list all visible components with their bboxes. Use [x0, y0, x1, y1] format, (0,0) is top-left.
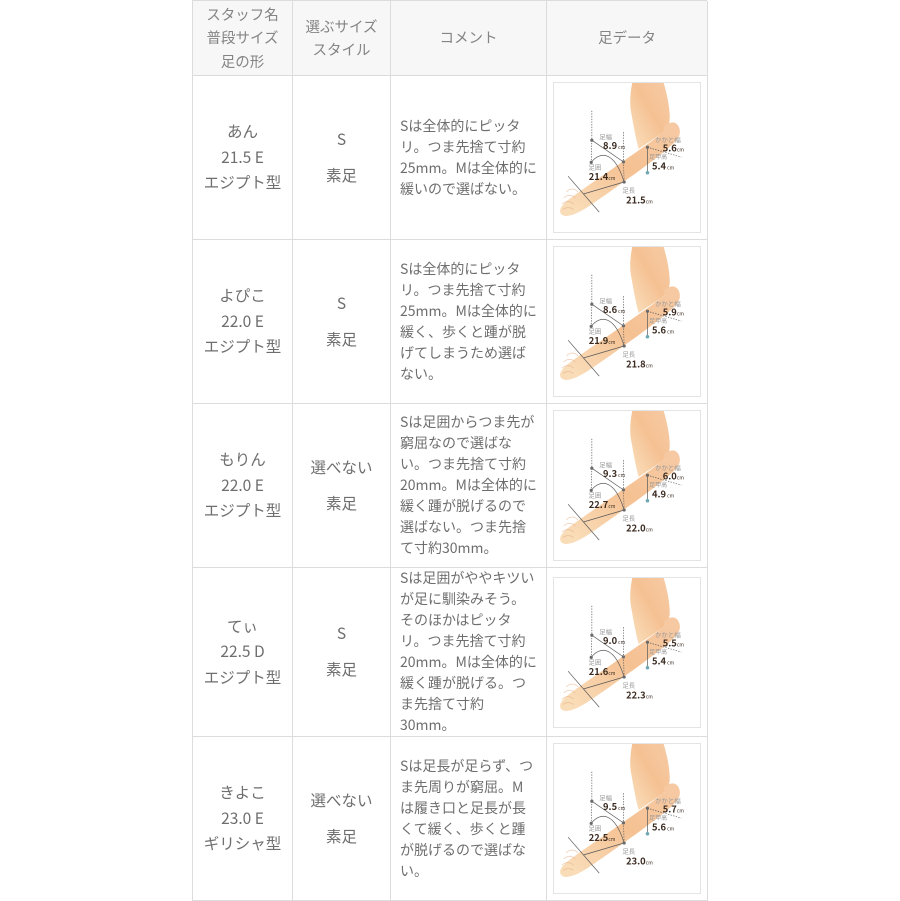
svg-text:22.5: 22.5	[589, 830, 609, 844]
svg-text:23.0: 23.0	[626, 853, 646, 867]
svg-text:5.4: 5.4	[652, 653, 667, 667]
svg-text:cm: cm	[646, 198, 653, 205]
svg-text:cm: cm	[667, 826, 674, 833]
svg-text:21.6: 21.6	[589, 664, 609, 678]
svg-text:cm: cm	[608, 836, 615, 843]
svg-text:5.4: 5.4	[652, 159, 667, 173]
svg-text:cm: cm	[667, 659, 674, 666]
svg-text:21.8: 21.8	[626, 356, 646, 370]
svg-text:cm: cm	[667, 493, 674, 500]
svg-text:cm: cm	[677, 311, 684, 318]
svg-text:cm: cm	[646, 362, 653, 369]
svg-text:cm: cm	[677, 147, 684, 154]
svg-text:cm: cm	[667, 165, 674, 172]
svg-text:22.0: 22.0	[626, 520, 646, 534]
svg-text:cm: cm	[646, 526, 653, 533]
svg-text:cm: cm	[677, 808, 684, 815]
svg-text:8.9: 8.9	[603, 138, 618, 152]
svg-text:9.3: 9.3	[603, 466, 617, 480]
svg-text:5.6: 5.6	[652, 323, 667, 337]
svg-text:cm: cm	[667, 329, 674, 336]
svg-text:21.5: 21.5	[626, 192, 646, 206]
svg-text:cm: cm	[608, 670, 615, 677]
svg-text:cm: cm	[677, 475, 684, 482]
svg-text:cm: cm	[677, 641, 684, 648]
svg-text:cm: cm	[608, 503, 615, 510]
svg-text:cm: cm	[618, 805, 625, 812]
svg-text:cm: cm	[618, 639, 625, 646]
svg-text:5.6: 5.6	[652, 820, 667, 834]
svg-text:21.9: 21.9	[589, 333, 609, 347]
svg-text:4.9: 4.9	[652, 487, 667, 501]
svg-text:cm: cm	[646, 859, 653, 866]
svg-text:cm: cm	[646, 693, 653, 700]
svg-text:cm: cm	[618, 144, 625, 151]
svg-text:8.6: 8.6	[603, 302, 618, 316]
svg-text:cm: cm	[618, 308, 625, 315]
svg-text:9.0: 9.0	[603, 633, 618, 647]
svg-text:22.3: 22.3	[626, 687, 646, 701]
svg-text:22.7: 22.7	[589, 497, 609, 511]
svg-text:9.5: 9.5	[603, 799, 617, 813]
svg-text:cm: cm	[608, 175, 615, 182]
svg-text:cm: cm	[618, 472, 625, 479]
svg-text:21.4: 21.4	[589, 169, 609, 183]
svg-text:cm: cm	[608, 339, 615, 346]
